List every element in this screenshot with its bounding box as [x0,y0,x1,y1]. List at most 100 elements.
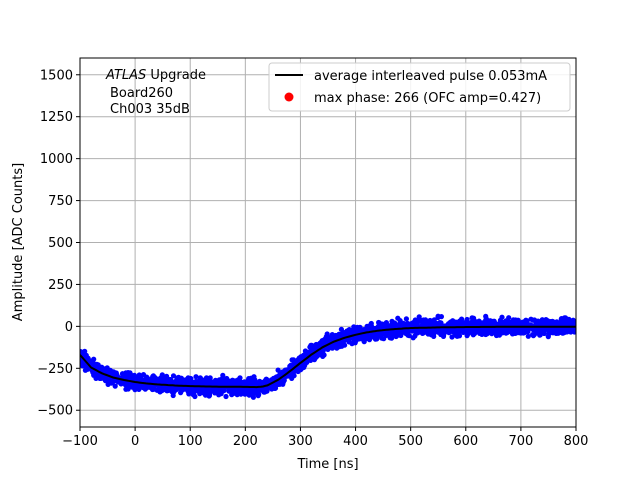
scatter-point [128,372,134,378]
scatter-point [365,326,371,332]
scatter-point [334,345,340,351]
scatter-point [398,332,404,339]
scatter-point [188,376,194,382]
scatter-point [336,332,342,339]
scatter-point [289,357,295,363]
scatter-point [322,337,328,343]
x-tick-label: 300 [288,434,313,449]
scatter-point [546,330,552,337]
scatter-point [488,320,494,326]
scatter-point [435,313,441,319]
y-tick-label: −500 [37,404,73,419]
scatter-point [317,340,323,346]
scatter-point [525,333,531,339]
legend-label-max-phase: max phase: 266 (OFC amp=0.427) [314,91,541,106]
scatter-point [515,317,521,323]
scatter-point [393,333,399,340]
y-tick-label: 250 [48,278,73,293]
legend-box [268,62,571,112]
scatter-point [558,316,564,322]
scatter-point [316,351,322,357]
scatter-point [560,328,566,335]
scatter-point [439,331,445,337]
scatter-point [412,333,418,339]
x-tick-label: 100 [178,434,203,449]
scatter-point [459,316,465,322]
y-tick-label: 1250 [40,110,73,125]
scatter-point [499,329,505,335]
scatter-point [272,385,278,391]
scatter-point [118,381,124,387]
scatter-point [135,374,141,381]
scatter-point [188,386,194,392]
scatter-point [539,317,545,323]
scatter-point [132,384,138,391]
scatter-point [339,343,345,349]
x-axis-label: Time [ns] [296,457,358,472]
scatter-point [389,323,395,329]
scatter-point [277,381,283,387]
x-tick-label: 700 [508,434,533,449]
annotation-line-3: Ch003 35dB [110,102,190,117]
scatter-point [483,327,489,333]
scatter-point [321,352,327,358]
scatter-point [329,345,335,351]
scatter-point [220,372,226,378]
scatter-point [551,327,557,333]
scatter-point [90,369,96,375]
scatter-point [193,374,199,380]
annotation-upgrade: Upgrade [146,68,206,83]
scatter-point [449,328,455,334]
scatter-point [221,388,227,394]
scatter-point [567,319,573,325]
scatter-point [125,386,131,392]
atlas-annotation: ATLAS Upgrade Board260 Ch003 35dB [105,68,206,117]
annotation-atlas: ATLAS [105,68,146,83]
x-tick-label: 500 [398,434,423,449]
scatter-point [147,377,153,383]
legend: average interleaved pulse 0.053mA max ph… [268,62,571,112]
scatter-point [476,328,482,334]
x-ticks: −100 0 100 200 300 400 500 600 700 800 [62,427,588,449]
scatter-point [159,372,165,378]
scatter-point [424,327,430,333]
scatter-point [83,354,89,360]
scatter-point [275,367,281,373]
scatter-point [354,334,360,340]
scatter-point [224,375,230,382]
x-tick-label: −100 [62,434,98,449]
scatter-point [351,324,357,330]
scatter-point [471,319,477,325]
scatter-point [238,379,244,385]
legend-marker-swatch [284,92,294,102]
legend-label-average: average interleaved pulse 0.053mA [314,69,547,84]
scatter-point [102,367,108,373]
scatter-point [169,385,176,392]
scatter-point [181,378,187,384]
scatter-point [308,342,314,348]
scatter-point [250,394,256,400]
scatter-point [461,321,467,328]
scatter-point [99,374,105,380]
scatter-point [506,315,512,321]
scatter-point [569,326,575,332]
annotation-line-1: ATLAS Upgrade [105,68,206,83]
scatter-point [355,327,361,333]
scatter-point [175,377,181,383]
y-axis-label: Amplitude [ADC Counts] [11,163,26,321]
scatter-point [550,319,556,325]
scatter-point [154,387,160,393]
scatter-point [170,373,177,379]
scatter-point [169,379,175,385]
scatter-point [455,331,461,338]
scatter-point [412,328,418,334]
scatter-point [330,336,336,342]
scatter-point [145,383,151,389]
scatter-point [422,317,429,323]
scatter-point [325,346,331,352]
scatter-point [164,373,170,379]
scatter-point [437,320,443,326]
scatter-point [510,317,516,323]
scatter-point [246,389,252,395]
scatter-point [255,393,261,399]
